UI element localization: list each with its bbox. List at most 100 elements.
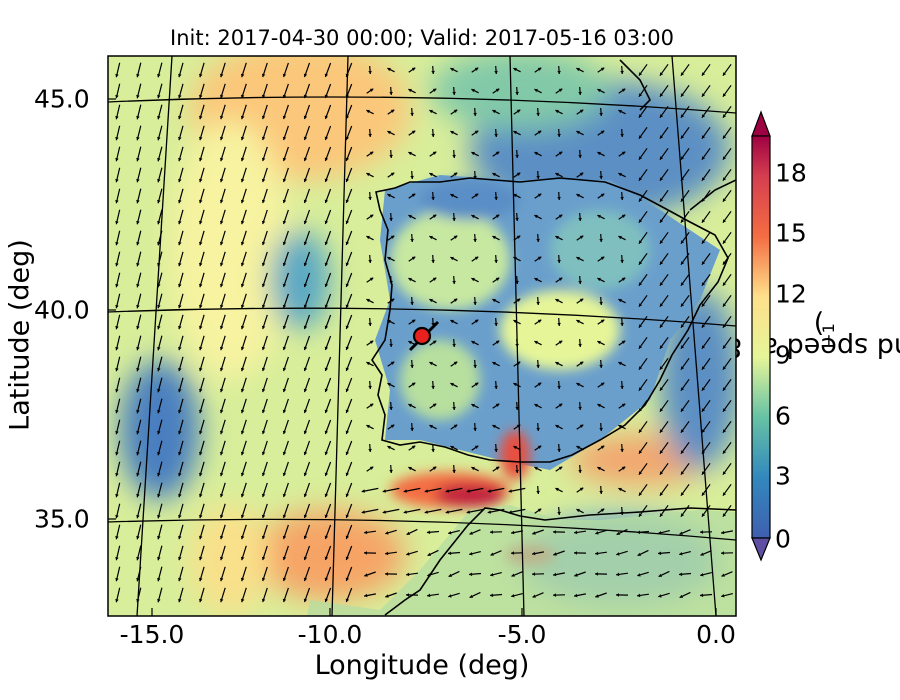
wind-arrow-head [220,409,224,414]
wind-arrow-head [557,133,561,137]
wind-arrow-head [471,277,475,282]
wind-arrow-head [452,406,456,410]
wind-arrow-head [178,94,182,99]
wind-arrow-head [600,256,605,260]
wind-arrow-head [345,430,350,434]
wind-arrow-head [537,508,542,512]
wind-arrow-head [303,220,308,225]
wind-arrow-head [597,151,601,156]
wind-arrow-head [450,445,454,450]
wind-arrow-head [701,135,706,139]
wind-arrow-head [511,551,515,555]
wind-arrow-head [516,424,521,428]
wind-arrow-head [515,217,519,221]
wind-arrow-head [199,430,203,435]
wind-arrow-head [240,535,245,540]
wind-arrow-head [199,535,203,540]
wind-arrow-head [431,196,435,200]
wind-arrow-head [382,489,386,493]
wind-arrow-head [115,515,119,519]
wind-arrow-head [157,598,161,603]
wind-arrow-head [240,388,245,393]
wind-arrow-head [621,466,626,470]
wind-arrow-head [387,193,391,198]
wind-arrow-head [722,156,727,160]
wind-arrow-head [282,178,287,183]
wind-arrow-head [680,450,685,454]
wind-arrow-head [722,408,727,412]
wind-arrow-head [389,217,393,221]
wind-arrow-head [240,136,245,141]
wind-arrow-head [282,409,287,414]
wind-arrow-head [199,94,203,99]
wind-arrow-head [659,198,664,202]
wind-arrow-head [659,513,664,517]
wind-arrow-head [220,493,224,498]
wind-arrow-head [555,298,559,303]
wind-arrow-head [621,403,626,407]
wind-arrow-head [157,556,161,561]
wind-arrow-head [513,256,517,261]
wind-arrow-head [537,67,542,71]
wind-arrow-head [178,283,182,288]
wind-arrow-head [282,346,287,351]
wind-arrow-head [600,319,605,323]
wind-arrow-head [157,346,161,351]
wind-arrow-head [578,343,582,347]
wind-arrow-head [431,448,435,452]
wind-arrow-head [536,175,540,179]
wind-arrow-head [136,430,140,435]
wind-arrow-head [324,409,329,413]
wind-arrow-head [199,409,203,414]
wind-arrow-head [722,261,727,265]
wind-arrow-head [136,73,140,78]
wind-arrow-head [701,114,706,118]
wind-arrow-head [576,67,580,72]
wind-arrow-head [494,70,498,74]
wind-arrow-head [722,282,727,286]
wind-arrow-head [515,343,519,347]
wind-arrow-head [157,472,161,477]
wind-arrow-head [390,361,395,365]
wind-arrow-head [658,573,663,577]
wind-arrow-head [553,530,556,534]
wind-arrow-head [240,577,245,582]
wind-arrow-head [220,430,224,435]
wind-arrow-head [448,551,452,556]
wind-arrow-head [495,151,500,155]
wind-arrow-head [537,130,542,134]
wind-arrow-head [637,593,641,598]
wind-arrow-head [136,388,140,393]
wind-arrow-head [618,172,622,177]
wind-arrow-head [638,72,643,76]
wind-arrow-head [136,535,140,540]
wind-arrow-head [240,262,245,267]
wind-arrow-head [303,115,308,120]
wind-arrow-head [364,593,368,598]
wind-arrow-head [429,172,433,177]
wind-arrow-head [368,259,372,263]
wind-arrow-head [516,109,521,113]
wind-arrow-head [492,361,496,366]
wind-arrow-head [410,364,414,368]
wind-arrow-head [282,304,287,309]
wind-arrow-head [324,367,329,371]
wind-arrow-head [324,346,329,350]
wind-arrow-head [680,513,685,517]
colorbar-extend-min [751,537,771,562]
wind-arrow-head [659,492,664,496]
wind-arrow-head [115,410,119,414]
wind-arrow-head [324,199,329,203]
wind-arrow-head [680,72,685,76]
wind-arrow-head [474,445,479,449]
wind-arrow-head [366,172,370,177]
wind-arrow-head [621,340,626,344]
wind-arrow-head [282,220,287,225]
wind-arrow-head [303,94,308,99]
wind-arrow-head [157,514,161,519]
wind-arrow-head [599,238,603,242]
wind-arrow-head [199,283,203,288]
wind-arrow-head [513,319,517,324]
wind-arrow-head [220,472,224,477]
wind-arrow-head [597,214,601,219]
